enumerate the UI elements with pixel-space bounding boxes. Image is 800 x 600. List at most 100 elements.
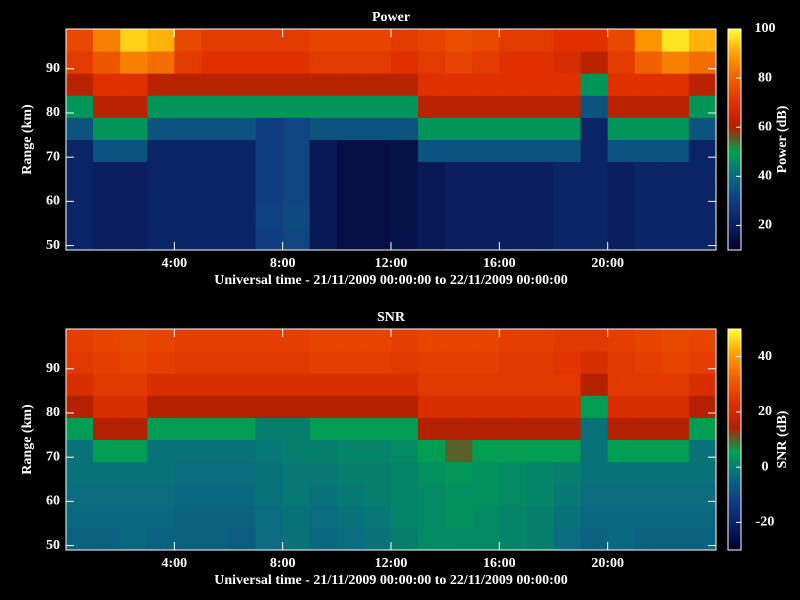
heat-cell xyxy=(499,29,527,52)
heat-cell xyxy=(66,505,94,529)
heat-cell xyxy=(282,29,311,52)
heat-cell xyxy=(607,205,636,229)
heat-cell xyxy=(472,29,500,52)
x-axis-label: Universal time - 21/11/2009 00:00:00 to … xyxy=(214,273,567,288)
heat-cell xyxy=(309,117,338,140)
heat-cell xyxy=(607,139,636,163)
heat-cell xyxy=(147,205,175,229)
heat-cell xyxy=(553,483,582,507)
heat-cell xyxy=(445,51,473,74)
colorbar-label: Power (dB) xyxy=(775,105,790,173)
heat-cell xyxy=(66,73,94,96)
heat-cell xyxy=(147,51,175,74)
heat-cell xyxy=(363,95,392,118)
heat-cell xyxy=(147,439,175,463)
heat-cell xyxy=(418,73,446,96)
heat-cell xyxy=(472,483,500,507)
heat-cell xyxy=(309,527,338,551)
heat-cell xyxy=(526,205,554,229)
heat-cell xyxy=(688,461,717,485)
heat-cell xyxy=(634,395,663,418)
heat-cell xyxy=(472,139,500,163)
heat-cell xyxy=(391,527,419,551)
heat-cell xyxy=(607,73,636,96)
heat-cell xyxy=(445,227,473,251)
heat-cell xyxy=(445,373,473,396)
heat-cell xyxy=(472,461,500,485)
heat-cell xyxy=(66,205,94,229)
heat-cell xyxy=(553,29,582,52)
heat-cell xyxy=(93,527,121,551)
heat-cell xyxy=(688,483,717,507)
heat-cell xyxy=(174,461,202,485)
heat-cell xyxy=(201,227,229,251)
heat-cell xyxy=(363,483,392,507)
heat-cell xyxy=(174,183,202,207)
heat-cell xyxy=(580,227,609,251)
heat-cell xyxy=(391,439,419,463)
heat-cell xyxy=(174,351,202,374)
heat-cell xyxy=(553,527,582,551)
x-tick-label: 20:00 xyxy=(591,256,624,271)
heat-cell xyxy=(499,417,527,440)
heat-cell xyxy=(472,117,500,140)
heat-cell xyxy=(120,439,148,463)
heat-cell xyxy=(120,139,148,163)
heat-cell xyxy=(634,461,663,485)
heat-cell xyxy=(120,351,148,374)
heat-cell xyxy=(147,29,175,52)
heat-cell xyxy=(147,351,175,374)
heat-cell xyxy=(391,73,419,96)
heat-cell xyxy=(120,395,148,418)
heat-cell xyxy=(445,139,473,163)
heat-cell xyxy=(93,373,121,396)
heat-cell xyxy=(336,139,365,163)
heat-cell xyxy=(93,73,121,96)
heat-cell xyxy=(553,373,582,396)
heat-cell xyxy=(228,95,257,118)
heat-cell xyxy=(336,373,365,396)
heat-cell xyxy=(418,483,446,507)
heat-cell xyxy=(499,351,527,374)
heat-cell xyxy=(336,351,365,374)
y-axis-label: Range (km) xyxy=(20,404,35,475)
heat-cell xyxy=(66,373,94,396)
heat-cell xyxy=(553,329,582,352)
heat-cell xyxy=(661,51,690,74)
heat-cell xyxy=(418,51,446,74)
heat-cell xyxy=(66,483,94,507)
heat-cell xyxy=(391,51,419,74)
heat-cell xyxy=(255,505,284,529)
heat-cell xyxy=(553,417,582,440)
heat-cell xyxy=(472,527,500,551)
heat-cell xyxy=(363,73,392,96)
heat-cell xyxy=(445,395,473,418)
heat-cell xyxy=(553,73,582,96)
heat-cell xyxy=(93,95,121,118)
heat-cell xyxy=(309,139,338,163)
heat-cell xyxy=(255,351,284,374)
heat-cell xyxy=(499,329,527,352)
heat-cell xyxy=(147,461,175,485)
heat-cell xyxy=(607,505,636,529)
heat-cell xyxy=(93,417,121,440)
heat-cell xyxy=(526,417,554,440)
heat-cell xyxy=(66,161,94,185)
heat-cell xyxy=(228,395,257,418)
heat-cell xyxy=(418,205,446,229)
heat-cell xyxy=(553,161,582,185)
heat-cell xyxy=(472,417,500,440)
heat-cell xyxy=(418,439,446,463)
heat-cell xyxy=(120,227,148,251)
heat-cell xyxy=(66,29,94,52)
heat-cell xyxy=(391,227,419,251)
heat-cell xyxy=(120,527,148,551)
heat-cell xyxy=(363,329,392,352)
heat-cell xyxy=(634,439,663,463)
heat-cell xyxy=(201,505,229,529)
colorbar-tick-label: 20 xyxy=(758,218,772,233)
heat-cell xyxy=(255,227,284,251)
heat-cell xyxy=(418,351,446,374)
heat-cell xyxy=(499,95,527,118)
